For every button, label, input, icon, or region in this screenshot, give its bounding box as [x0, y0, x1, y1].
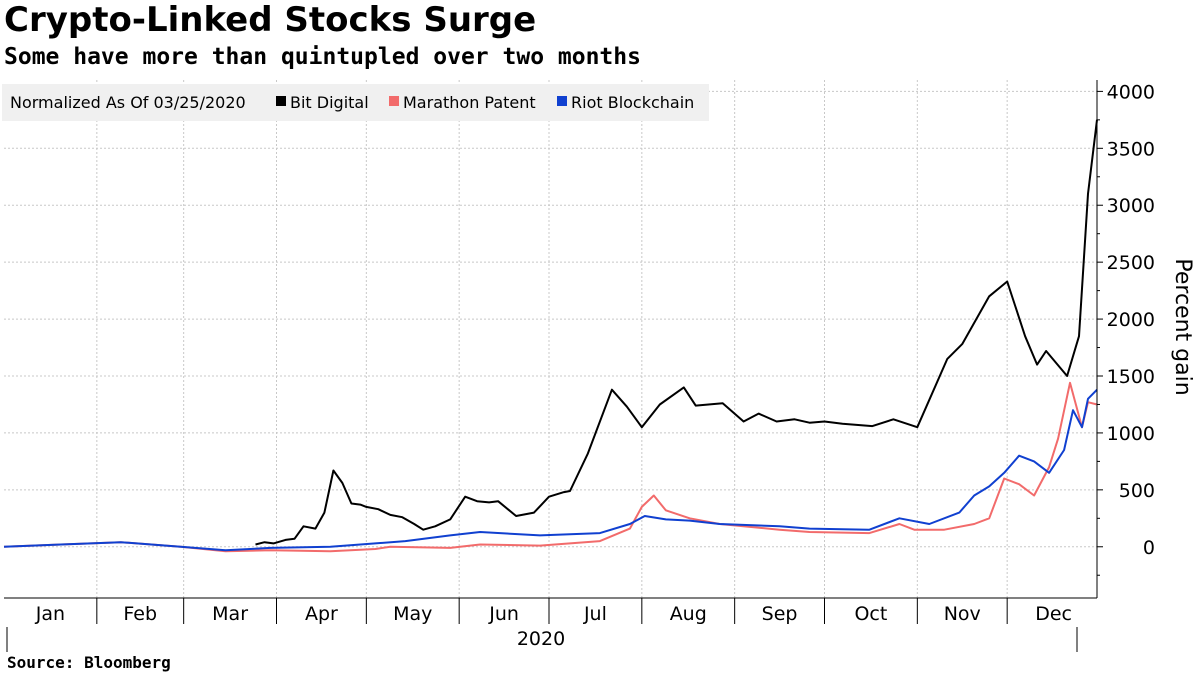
y-tick-label: 2500 [1107, 252, 1155, 274]
legend-swatch-riot-blockchain [557, 96, 567, 106]
y-axis: 0 500 1000 1500 2000 2500 3000 3500 4000 [1096, 80, 1155, 598]
y-tick-label: 4000 [1107, 81, 1155, 103]
x-tick-label-may: May [393, 603, 432, 625]
legend-swatch-bit-digital [276, 96, 286, 106]
legend-label-marathon-patent: Marathon Patent [403, 93, 536, 112]
x-tick-label-jun: Jun [488, 603, 519, 625]
x-tick-label-nov: Nov [944, 603, 981, 625]
series-line-riot-blockchain [3, 388, 1098, 552]
x-tick-label-jul: Jul [583, 603, 607, 625]
series-line-bit-digital [255, 119, 1098, 546]
x-axis-year-label: 2020 [517, 628, 565, 650]
x-tick-label-dec: Dec [1035, 603, 1072, 625]
x-tick-label-feb: Feb [123, 603, 157, 625]
legend-swatch-marathon-patent [389, 96, 399, 106]
legend-note: Normalized As Of 03/25/2020 [10, 93, 246, 112]
y-tick-label: 500 [1119, 480, 1155, 502]
series-line-marathon-patent [3, 381, 1098, 553]
series-lines [3, 119, 1098, 553]
y-tick-label: 3000 [1107, 195, 1155, 217]
y-axis-label: Percent gain [1170, 258, 1195, 395]
gridlines [4, 80, 1097, 598]
y-tick-label: 1000 [1107, 423, 1155, 445]
x-tick-label-jan: Jan [35, 603, 65, 625]
y-tick-label: 2000 [1107, 309, 1155, 331]
legend-label-bit-digital: Bit Digital [290, 93, 369, 112]
x-tick-label-oct: Oct [854, 603, 887, 625]
y-tick-label: 1500 [1107, 366, 1155, 388]
chart-subtitle: Some have more than quintupled over two … [4, 44, 641, 70]
x-tick-label-mar: Mar [212, 603, 248, 625]
x-tick-label-aug: Aug [670, 603, 707, 625]
y-tick-label: 0 [1143, 537, 1155, 559]
legend-label-riot-blockchain: Riot Blockchain [571, 93, 694, 112]
chart-title: Crypto-Linked Stocks Surge [4, 0, 537, 40]
x-axis: Jan Feb Mar Apr May Jun Jul Aug Sep Oct Nov Dec [4, 597, 1097, 652]
x-tick-label-apr: Apr [305, 603, 338, 625]
legend: Normalized As Of 03/25/2020 Bit Digital … [2, 84, 709, 121]
x-tick-label-sep: Sep [762, 603, 798, 625]
source-note: Source: Bloomberg [7, 653, 171, 672]
legend-background [2, 84, 709, 121]
y-tick-label: 3500 [1107, 138, 1155, 160]
